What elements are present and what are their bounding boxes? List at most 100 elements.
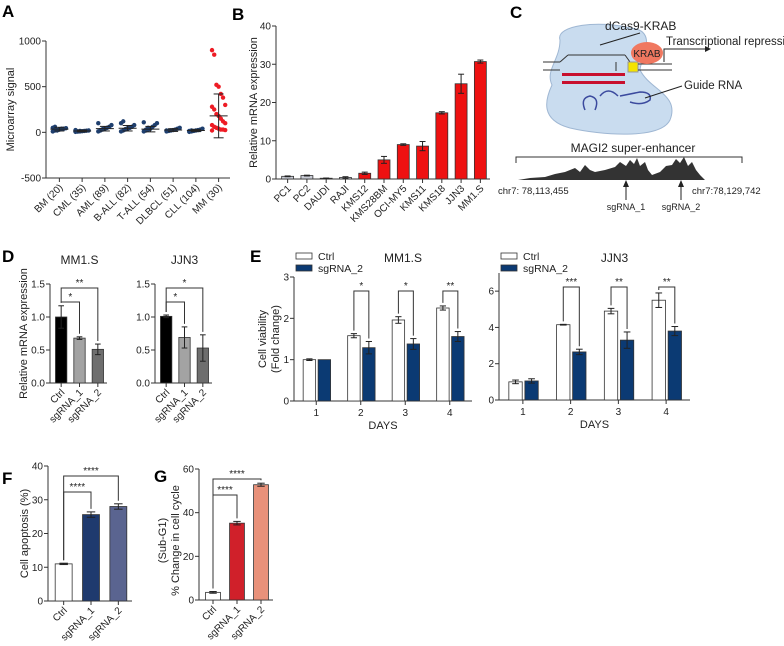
krab-domain: [631, 42, 663, 64]
x-axis-label: DAYS: [580, 419, 609, 431]
y-tick-label: 20: [32, 529, 44, 540]
bar: [454, 83, 468, 180]
significance-bracket: [658, 286, 676, 324]
bar: [435, 112, 449, 180]
significance-bracket: [60, 287, 99, 342]
data-point: [141, 120, 146, 125]
guide-strand: [562, 81, 625, 84]
chart-title: MM1.S: [384, 251, 422, 265]
significance-label: ****: [83, 466, 99, 477]
x-tick-label: 2: [358, 408, 364, 419]
dna-left: [543, 54, 631, 71]
data-point: [63, 126, 69, 131]
y-tick-label: 0.0: [31, 379, 45, 390]
bar: [160, 315, 173, 384]
legend-label: Ctrl: [523, 251, 539, 263]
bar-sgrna-2: [619, 339, 635, 401]
significance-label: **: [663, 277, 671, 288]
data-point: [212, 107, 217, 112]
krab-label: KRAB: [633, 49, 661, 60]
panel-label-b: B: [232, 5, 244, 24]
x-tick-label: 3: [402, 408, 408, 419]
significance-label: ****: [229, 469, 245, 480]
y-tick-label: 0.5: [31, 346, 45, 357]
bar: [73, 337, 86, 384]
y-tick-label: 0: [488, 396, 494, 407]
significance-label: **: [76, 278, 84, 289]
y-axis-label: Relative mRNA expression: [248, 37, 260, 168]
bar-sgrna-2: [451, 336, 465, 402]
protein-leader-line: [599, 32, 641, 46]
coord-right: chr7:78,129,742: [692, 186, 761, 197]
panel-label-c: C: [510, 3, 522, 22]
chart-title: MM1.S: [60, 253, 98, 267]
y-tick-label: 1000: [19, 37, 42, 48]
data-point: [121, 119, 126, 124]
bar-ctrl: [556, 324, 571, 401]
data-point: [132, 122, 137, 128]
significance-label: **: [615, 277, 623, 288]
data-point: [200, 126, 205, 131]
y-tick-label: 10: [260, 136, 272, 147]
y-axis-label-line2: (Fold change): [270, 305, 282, 373]
bar-ctrl: [347, 335, 361, 402]
significance-bracket: [397, 290, 414, 336]
bar-sgrna-2: [667, 330, 682, 401]
bar: [109, 506, 128, 602]
y-axis-label-line2: % Change in cell cycle: [170, 485, 182, 596]
coord-left: chr7: 78,113,455: [498, 186, 569, 197]
data-point: [177, 125, 182, 130]
y-tick-label: 40: [260, 22, 272, 33]
enhancer-bracket: [515, 156, 743, 163]
x-tick-label: 2: [568, 407, 574, 418]
chart-title: JJN3: [601, 251, 629, 265]
data-point: [96, 121, 101, 126]
significance-label: ***: [565, 277, 577, 288]
y-tick-label: 4: [488, 323, 494, 334]
significance-label: *: [404, 281, 408, 292]
y-axis-label: Microarray signal: [5, 68, 17, 152]
repression-arrow-icon: [663, 48, 705, 62]
bar-sgrna-2: [572, 351, 587, 401]
y-tick-label: 3: [283, 273, 289, 284]
data-point: [212, 52, 217, 57]
guide-rna-hairpin: [582, 90, 652, 111]
y-tick-label: 1.0: [136, 313, 150, 324]
panel-label-d: D: [2, 247, 14, 266]
y-tick-label: 1.0: [31, 313, 45, 324]
legend-swatch: [500, 252, 518, 260]
pam-box: [627, 61, 639, 73]
data-point: [154, 121, 160, 126]
chart-e1: 0 1 2 3 Cell viability (Fold change) MM1.S 1 2 3 4…: [257, 251, 472, 432]
enhancer-label: MAGI2 super-enhancer: [571, 141, 696, 155]
panel-label-f: F: [2, 469, 12, 488]
legend-swatch: [295, 264, 313, 272]
bar-ctrl: [436, 307, 450, 402]
bar-ctrl: [508, 381, 523, 401]
x-tick-label: PC1: [272, 183, 294, 205]
significance-bracket: [212, 478, 262, 589]
bar-sgrna-2: [317, 359, 331, 402]
legend-label: sgRNA_2: [523, 263, 568, 275]
y-tick-label: 40: [32, 462, 44, 473]
dna-right: [638, 63, 672, 71]
x-axis-label: DAYS: [368, 420, 397, 432]
legend-label: Ctrl: [318, 251, 334, 263]
bar: [54, 563, 73, 602]
bar: [473, 61, 487, 180]
significance-bracket: [562, 286, 580, 347]
y-tick-label: 2: [488, 359, 494, 370]
y-tick-label: 20: [183, 552, 195, 563]
y-tick-label: 1.5: [136, 280, 150, 291]
bar: [82, 514, 100, 602]
bar-ctrl: [651, 299, 666, 401]
crispri-diagram: KRAB dCas9-KRAB Transcriptional repressi…: [498, 19, 784, 212]
sgrna1-label: sgRNA_1: [607, 202, 646, 212]
y-tick-label: 6: [488, 287, 494, 298]
x-tick-label: 1: [313, 408, 319, 419]
